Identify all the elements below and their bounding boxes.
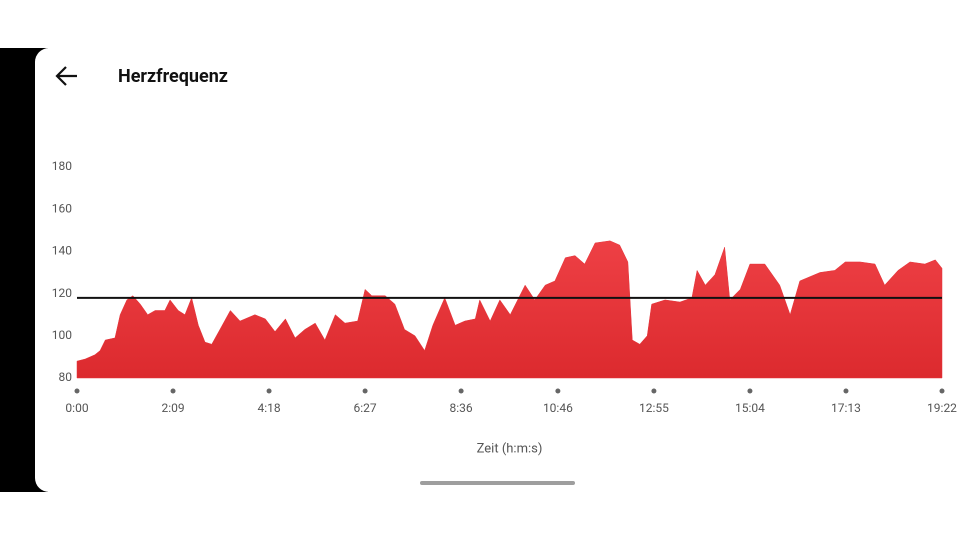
x-tick-label: 6:27 [354,401,377,415]
page-title: Herzfrequenz [118,66,228,87]
x-tick-label: 15:04 [735,401,765,415]
x-tick-label: 19:22 [927,401,957,415]
x-tick-mark [747,388,753,394]
x-tick-label: 10:46 [543,401,573,415]
x-tick-mark [651,388,657,394]
y-tick-label: 160 [52,201,72,215]
x-tick-label: 4:18 [257,401,280,415]
x-tick-mark [170,388,176,394]
x-tick-mark [458,388,464,394]
y-tick-label: 120 [52,286,72,300]
home-indicator[interactable] [420,481,575,485]
x-tick-mark [939,388,945,394]
x-tick-label: 17:13 [831,401,861,415]
x-tick-label: 12:55 [639,401,669,415]
heart-rate-area [76,240,943,379]
back-button[interactable] [55,66,77,86]
panel [35,48,960,492]
x-tick-mark [362,388,368,394]
x-tick-label: 2:09 [161,401,184,415]
x-tick-mark [266,388,272,394]
x-tick-mark [843,388,849,394]
x-tick-label: 8:36 [450,401,473,415]
x-tick-label: 0:00 [65,401,88,415]
chart: 80 100 120 140 160 180 0:00 2:09 4:18 6:27 8:36 10:… [52,159,957,456]
y-tick-label: 140 [52,244,72,258]
y-tick-label: 80 [59,370,73,384]
y-tick-label: 100 [52,328,72,342]
x-axis-label: Zeit (h:m:s) [477,441,543,456]
x-tick-mark [74,388,80,394]
x-tick-mark [555,388,561,394]
y-tick-label: 180 [52,159,72,173]
